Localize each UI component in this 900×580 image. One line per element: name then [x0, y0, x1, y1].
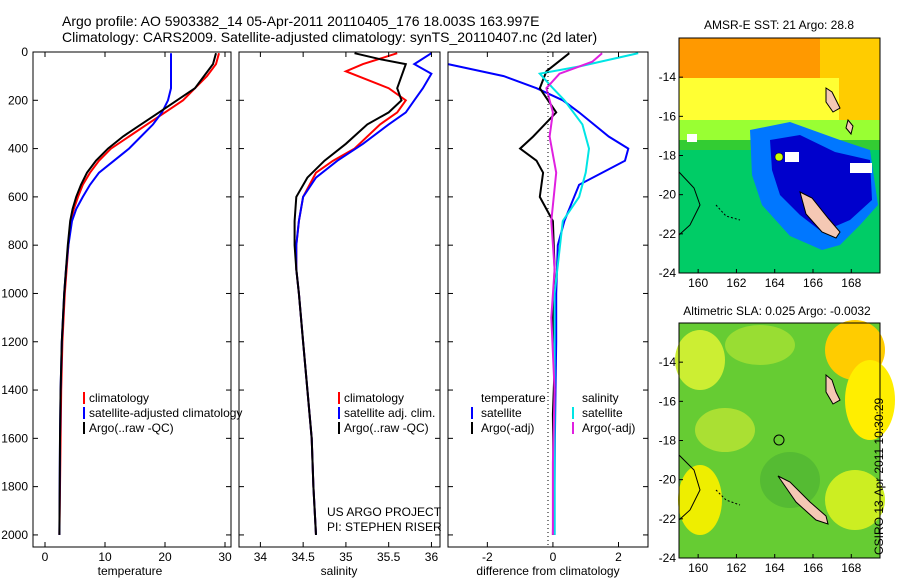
map-y-tick-label: -14: [659, 70, 677, 84]
series-satellite-adj-clim-: [295, 52, 433, 535]
map-y-tick-label: -22: [659, 512, 677, 526]
difference-axes-frame: [447, 51, 649, 548]
map-x-tick-label: 164: [765, 276, 785, 290]
sst-map-title: AMSR-E SST: 21 Argo: 28.8: [704, 18, 854, 32]
y-tick-label: 1200: [1, 335, 28, 349]
map-x-tick-label: 160: [688, 561, 708, 575]
salinity-legend: climatology satellite adj. clim. Argo(..…: [338, 391, 435, 435]
legend-title-temperature: temperature: [481, 391, 546, 405]
map-y-tick-label: -18: [659, 149, 677, 163]
temperature-panel: 0 10 20 30 0 200 400 600 800 1000 1200 1400 1600 1800…: [1, 45, 242, 578]
legend-climatology: climatology: [89, 391, 149, 405]
map-y-tick-label: -16: [659, 394, 677, 408]
x-tick-label: 36: [425, 550, 439, 564]
series-salinity-satellite: [537, 52, 639, 535]
x-tick-label: 35: [339, 550, 353, 564]
salinity-panel: 34 34.5 35 35.5 36 salinity climatology sate…: [238, 51, 442, 578]
temperature-legend: climatology satellite-adjusted climatolo…: [83, 391, 242, 435]
series-temperature-satellite: [447, 63, 630, 535]
legend-temp-argo: Argo(-adj): [481, 421, 534, 435]
sla-map: Altimetric SLA: 0.025 Argo: -0.0032 160 1…: [659, 304, 895, 575]
y-tick-label: 1000: [1, 286, 28, 300]
map-x-tick-label: 168: [841, 276, 861, 290]
series-satellite-adjusted-climatology: [58, 53, 172, 535]
legend-title-salinity: salinity: [582, 391, 619, 405]
y-tick-label: 400: [8, 142, 28, 156]
legend-sal-satellite: satellite: [582, 406, 623, 420]
x-tick-label: 10: [98, 550, 112, 564]
x-tick-label: 20: [158, 550, 172, 564]
temperature-axes-frame: [32, 51, 232, 548]
legend-argo: Argo(..raw -QC): [89, 421, 174, 435]
legend-argo: Argo(..raw -QC): [344, 421, 429, 435]
legend-satellite-adjusted: satellite-adjusted climatology: [89, 406, 242, 420]
map-x-tick-label: 162: [726, 561, 746, 575]
temperature-xlabel: temperature: [98, 564, 163, 578]
pi-annotation: PI: STEPHEN RISER: [327, 520, 442, 534]
sst-field: [678, 38, 880, 273]
map-x-tick-label: 168: [841, 561, 861, 575]
x-tick-label: 35.5: [377, 550, 401, 564]
map-y-tick-label: -16: [659, 109, 677, 123]
series-argo-raw-qc-: [293, 52, 408, 535]
y-tick-label: 1400: [1, 383, 28, 397]
map-x-tick-label: 166: [803, 561, 823, 575]
header-line2: Climatology: CARS2009. Satellite-adjuste…: [62, 29, 597, 45]
header-line1: Argo profile: AO 5903382_14 05-Apr-2011 …: [62, 13, 539, 29]
difference-panel: -2 0 2 difference from climatology tempera…: [447, 51, 649, 578]
series-salinity-argo-adj-: [545, 52, 603, 535]
map-x-tick-label: 160: [688, 276, 708, 290]
map-y-tick-label: -18: [659, 434, 677, 448]
series-argo-raw-qc-: [58, 52, 217, 535]
map-x-tick-label: 166: [803, 276, 823, 290]
sla-map-title: Altimetric SLA: 0.025 Argo: -0.0032: [683, 304, 871, 318]
map-y-tick-label: -24: [659, 266, 677, 280]
map-y-tick-label: -14: [659, 355, 677, 369]
salinity-xlabel: salinity: [321, 564, 358, 578]
y-tick-label: 200: [8, 93, 28, 107]
project-annotation: US ARGO PROJECT: [327, 505, 442, 519]
difference-xlabel: difference from climatology: [476, 564, 619, 578]
legend-temp-satellite: satellite: [481, 406, 522, 420]
map-x-tick-label: 162: [726, 276, 746, 290]
legend-sal-argo: Argo(-adj): [582, 421, 635, 435]
map-y-tick-label: -20: [659, 188, 677, 202]
legend-satellite-adj: satellite adj. clim.: [344, 406, 435, 420]
map-y-tick-label: -20: [659, 473, 677, 487]
y-tick-label: 2000: [1, 528, 28, 542]
x-tick-label: 2: [615, 550, 622, 564]
x-tick-label: 34.5: [291, 550, 315, 564]
y-tick-label: 0: [21, 45, 28, 59]
map-x-tick-label: 164: [765, 561, 785, 575]
y-tick-label: 800: [8, 238, 28, 252]
y-tick-label: 600: [8, 190, 28, 204]
series-temperature-argo-adj-: [518, 52, 570, 535]
map-y-tick-label: -24: [659, 551, 677, 565]
sla-field: [675, 320, 895, 558]
legend-climatology: climatology: [344, 391, 404, 405]
sst-map: AMSR-E SST: 21 Argo: 28.8 160 162 164 166 16…: [659, 18, 881, 290]
x-tick-label: 34: [254, 550, 268, 564]
credit-text: CSIRO 13-Apr-2011 10:30:29: [872, 397, 886, 555]
map-y-tick-label: -22: [659, 227, 677, 241]
salinity-axes-frame: [238, 51, 441, 548]
y-tick-label: 1600: [1, 431, 28, 445]
x-tick-label: 0: [550, 550, 557, 564]
difference-legend: temperature satellite Argo(-adj) salinit…: [471, 391, 635, 435]
x-tick-label: -2: [482, 550, 493, 564]
y-tick-label: 1800: [1, 480, 28, 494]
x-tick-label: 30: [218, 550, 232, 564]
x-tick-label: 0: [42, 550, 49, 564]
